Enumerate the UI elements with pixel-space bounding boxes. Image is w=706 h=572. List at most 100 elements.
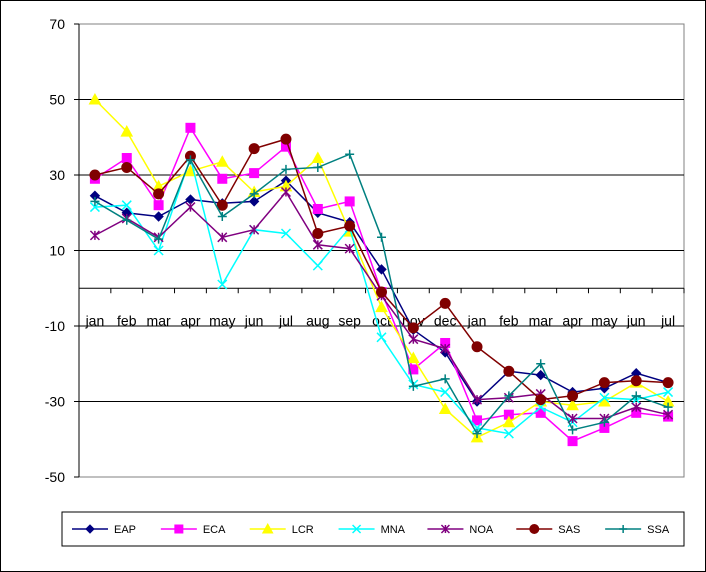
legend-item-eap: EAP	[72, 524, 136, 536]
x-tick-label: dec	[434, 312, 457, 328]
legend-item-noa: NOA	[427, 524, 494, 536]
x-tick-label: jun	[626, 312, 646, 328]
legend-label: NOA	[469, 524, 494, 536]
data-point	[345, 149, 355, 159]
data-point	[153, 211, 164, 222]
data-point	[153, 245, 164, 256]
data-point	[313, 162, 323, 172]
legend-item-lcr: LCR	[249, 522, 314, 536]
data-point	[261, 522, 274, 534]
data-point	[407, 322, 419, 334]
data-point	[122, 215, 132, 225]
data-point	[566, 398, 579, 411]
data-point	[249, 189, 259, 199]
legend-label: ECA	[203, 524, 226, 536]
series-ssa	[90, 149, 673, 439]
data-point	[121, 161, 133, 173]
x-tick-label: apr	[562, 312, 583, 328]
data-point	[352, 524, 362, 534]
data-point	[529, 524, 540, 534]
data-point	[408, 334, 419, 345]
x-tick-label: feb	[499, 312, 519, 328]
data-point	[663, 402, 673, 412]
x-tick-label: apr	[180, 312, 201, 328]
data-point	[663, 387, 674, 398]
data-point	[248, 143, 260, 155]
data-point	[619, 525, 628, 533]
y-tick-label: 10	[49, 243, 65, 259]
legend-label: MNA	[381, 524, 406, 536]
data-point	[89, 230, 100, 241]
y-tick-label: 70	[49, 16, 65, 32]
data-point	[503, 365, 515, 377]
data-point	[88, 92, 102, 105]
legend-label: LCR	[292, 524, 314, 536]
data-point	[217, 279, 228, 290]
y-tick-label: -10	[45, 318, 65, 334]
x-tick-label: jan	[85, 312, 105, 328]
data-point	[185, 122, 196, 133]
data-point	[217, 212, 227, 222]
y-tick-label: -50	[45, 469, 65, 485]
data-point	[408, 381, 418, 391]
data-point	[568, 425, 578, 435]
legend-item-sas: SAS	[516, 524, 580, 536]
data-point	[502, 415, 516, 428]
data-point	[281, 164, 291, 174]
series-sas	[89, 133, 674, 406]
y-tick-label: -30	[45, 394, 65, 410]
data-point	[406, 351, 420, 364]
legend-item-ssa: SSA	[605, 524, 670, 536]
data-point	[471, 341, 483, 353]
data-point	[311, 151, 325, 164]
data-point	[249, 224, 260, 235]
data-point	[185, 155, 195, 165]
grid-layer	[79, 99, 684, 402]
data-point	[89, 202, 100, 213]
data-point	[344, 196, 355, 207]
legend-label: SAS	[558, 524, 580, 536]
data-point	[376, 264, 387, 275]
data-point	[536, 359, 546, 369]
data-point	[280, 186, 292, 198]
data-point	[631, 402, 642, 413]
data-point	[280, 228, 292, 239]
x-tick-label: aug	[306, 312, 329, 328]
data-point	[375, 300, 388, 313]
data-point	[535, 394, 547, 406]
data-point	[439, 297, 451, 309]
data-point	[440, 343, 451, 354]
x-tick-label: may	[209, 312, 235, 328]
x-tick-label: mar	[147, 312, 171, 328]
data-point	[121, 200, 132, 211]
data-point	[471, 394, 483, 405]
data-point	[85, 524, 95, 534]
data-point	[504, 391, 514, 401]
x-tick-label: sep	[338, 312, 361, 328]
data-point	[312, 228, 324, 240]
data-point	[89, 169, 101, 181]
data-point	[567, 413, 578, 424]
data-point	[503, 428, 514, 439]
x-tick-label: jul	[660, 312, 675, 328]
legend-label: EAP	[114, 524, 136, 536]
legend-item-mna: MNA	[338, 524, 406, 536]
data-point	[408, 364, 419, 375]
data-point	[377, 232, 386, 242]
legend-item-eca: ECA	[160, 524, 226, 536]
data-point	[598, 377, 610, 389]
data-point	[567, 436, 578, 447]
legend-label: SSA	[647, 524, 670, 536]
data-point	[153, 188, 165, 200]
data-point	[120, 125, 134, 137]
data-point	[630, 375, 642, 387]
data-point	[376, 332, 387, 343]
data-point	[174, 524, 184, 534]
data-point	[217, 232, 228, 243]
data-point	[662, 377, 674, 389]
data-point	[312, 260, 323, 271]
x-tick-label: mar	[529, 312, 553, 328]
